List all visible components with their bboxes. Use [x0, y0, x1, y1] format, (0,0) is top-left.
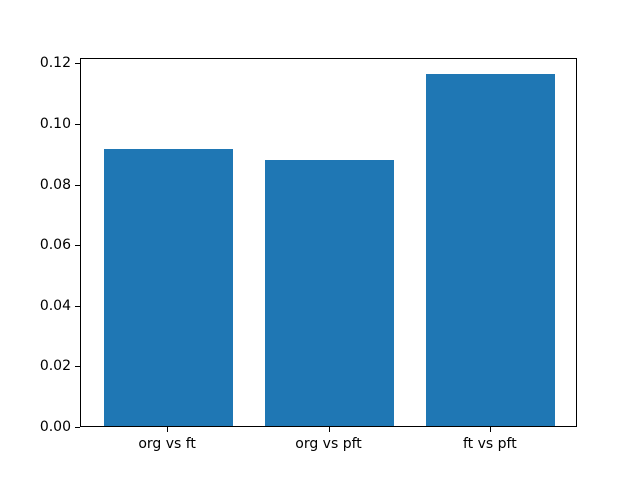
y-tick-label: 0.08: [39, 176, 71, 193]
bar-org-vs-ft: [103, 148, 233, 426]
y-tick-mark: [75, 427, 80, 428]
y-tick-label: 0.02: [39, 358, 71, 375]
x-tick-mark: [328, 427, 330, 432]
y-tick-label: 0.10: [39, 116, 71, 133]
x-tick-label: org vs pft: [295, 436, 362, 452]
x-tick-mark: [489, 427, 491, 432]
y-tick-mark: [75, 305, 80, 307]
bar-ft-vs-pft: [426, 73, 556, 426]
y-tick-label: 0.04: [39, 297, 71, 314]
y-tick-label: 0.00: [39, 419, 71, 435]
bar-org-vs-pft: [264, 160, 395, 426]
y-tick-mark: [75, 124, 80, 126]
y-tick-mark: [75, 63, 80, 65]
y-tick-label: 0.06: [39, 237, 71, 254]
x-tick-mark: [167, 427, 169, 432]
y-tick-label: 0.12: [39, 55, 71, 72]
plot-area: [80, 58, 577, 427]
x-tick-label: org vs ft: [138, 436, 196, 452]
y-tick-mark: [75, 184, 80, 186]
x-tick-label: ft vs pft: [463, 436, 517, 452]
y-tick-mark: [75, 366, 80, 368]
y-tick-mark: [75, 245, 80, 247]
